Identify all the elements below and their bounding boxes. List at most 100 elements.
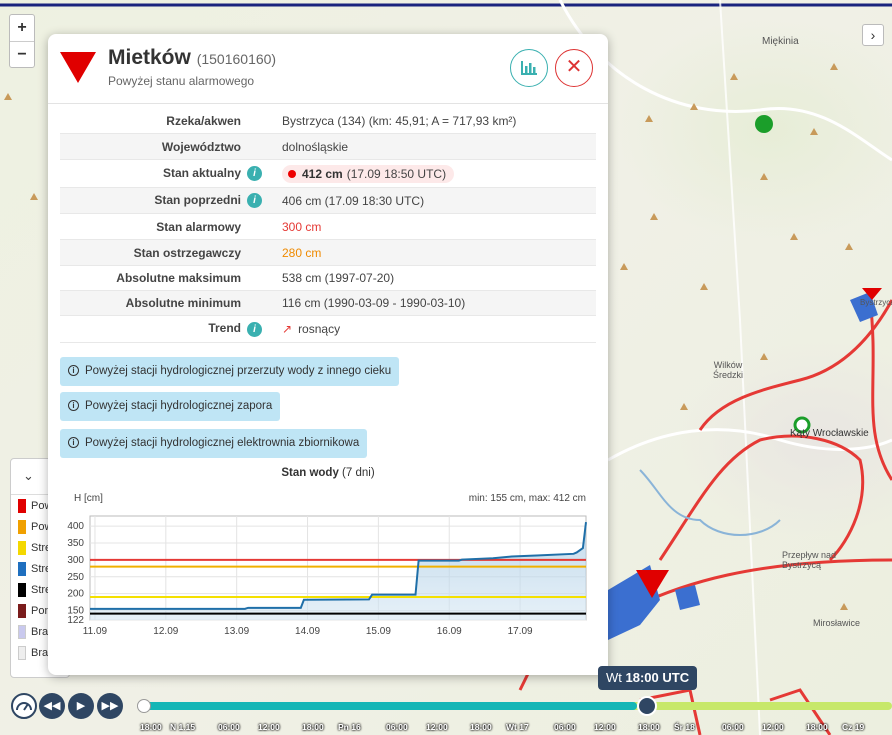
- zoom-in-button[interactable]: +: [17, 19, 27, 36]
- tooltip-time: 18:00 UTC: [625, 670, 690, 685]
- info-row: Absolutne maksimum 538 cm (1997-07-20): [60, 266, 596, 291]
- info-value-text: Bystrzyca (134) (km: 45,91; A = 717,93 k…: [282, 113, 517, 128]
- info-row: Absolutne minimum 116 cm (1990-03-09 - 19…: [60, 291, 596, 316]
- legend-label: Pow: [31, 520, 53, 533]
- speed-gauge-icon[interactable]: [11, 693, 37, 719]
- legend-swatch: [18, 624, 26, 639]
- notice-transfer: i Powyżej stacji hydrologicznej przerzuty…: [60, 357, 400, 386]
- info-row: Województwo dolnośląskie: [60, 134, 596, 160]
- info-row-key: Stan ostrzegawczy: [60, 246, 270, 260]
- legend-swatch: [18, 519, 26, 534]
- station-panel: Mietków (150160160) Powyżej stanu alarmo…: [48, 34, 608, 675]
- info-key-label: Stan aktualny: [162, 165, 241, 180]
- timeline-knob[interactable]: [637, 696, 657, 716]
- legend-item[interactable]: Pow: [11, 516, 69, 537]
- notice-text: Powyżej stacji hydrologicznej zapora: [85, 400, 273, 412]
- legend-item[interactable]: Poni: [11, 600, 69, 621]
- info-row-key: Rzeka/akwen: [60, 114, 270, 128]
- info-row-value: Bystrzyca (134) (km: 45,91; A = 717,93 k…: [270, 114, 596, 128]
- chart-x-tick-label: 11.09: [83, 626, 108, 637]
- chart-title-period: (7 dni): [342, 467, 375, 479]
- notice-dam: i Powyżej stacji hydrologicznej zapora: [60, 392, 281, 421]
- legend-item[interactable]: Stre: [11, 537, 69, 558]
- chart-title: Stan wody (7 dni): [48, 467, 608, 479]
- timeline-tick-label: 12:00: [594, 722, 616, 732]
- legend-label: Stre: [31, 583, 52, 596]
- legend-toggle[interactable]: ⌄: [11, 459, 69, 495]
- chart-y-unit: H [cm]: [74, 493, 103, 504]
- info-row: Stan poprzedni i 406 cm (17.09 18:30 UTC): [60, 188, 596, 214]
- legend-swatch: [18, 561, 26, 576]
- current-level-pill: 412 cm (17.09 18:50 UTC): [282, 164, 455, 183]
- legend-swatch: [18, 582, 26, 597]
- timeline-tick-label: 12:00: [258, 722, 280, 732]
- rewind-icon[interactable]: ◀◀: [39, 693, 65, 719]
- info-value-text: 116 cm (1990-03-09 - 1990-03-10): [282, 296, 466, 310]
- chart-x-tick-label: 16.09: [437, 626, 462, 637]
- zoom-control: + −: [9, 14, 35, 68]
- legend-item[interactable]: Pow: [11, 495, 69, 516]
- info-value-text: rosnący: [298, 322, 341, 336]
- panel-header: Mietków (150160160) Powyżej stanu alarmo…: [48, 34, 608, 104]
- timeline-tick-label: 18:00: [470, 722, 492, 732]
- timeline-tick-label: 18:00: [638, 722, 660, 732]
- info-row-value: 412 cm (17.09 18:50 UTC): [270, 164, 596, 183]
- collapse-panel-button[interactable]: ›: [862, 24, 884, 46]
- legend-label: Poni: [31, 604, 54, 617]
- info-row-key: Trend i: [60, 321, 270, 337]
- chart-x-tick-label: 15.09: [366, 626, 391, 637]
- chart-title-main: Stan wody: [281, 467, 339, 479]
- trend-up-icon: ↗: [282, 322, 293, 336]
- info-value-text: 406 cm (17.09 18:30 UTC): [282, 193, 425, 208]
- legend-item[interactable]: Bra: [11, 621, 69, 642]
- timeline-start-handle[interactable]: [137, 699, 151, 713]
- zoom-out-button[interactable]: −: [10, 41, 34, 67]
- chart-y-tick-label: 250: [67, 572, 84, 583]
- timeline-tooltip: Wt 18:00 UTC: [598, 666, 698, 690]
- info-circle-icon: i: [68, 365, 79, 377]
- alarm-triangle-icon: [60, 52, 96, 83]
- chart-series-area: [90, 522, 586, 620]
- legend-swatch: [18, 645, 26, 660]
- info-value-text: dolnośląskie: [282, 139, 349, 154]
- timeline-tick-label: Cz 19: [842, 722, 865, 732]
- info-icon[interactable]: i: [247, 166, 262, 182]
- timeline-tick-label: 06:00: [554, 722, 576, 732]
- chart-x-tick-label: 13.09: [224, 626, 249, 637]
- fast-forward-icon[interactable]: ▶▶: [97, 693, 123, 719]
- close-button[interactable]: ✕: [555, 49, 593, 87]
- alarm-dot-icon: [288, 170, 296, 179]
- timeline-tick-label: 06:00: [386, 722, 408, 732]
- info-key-label: Stan alarmowy: [156, 219, 241, 234]
- legend-item[interactable]: Stre: [11, 558, 69, 579]
- timeline-tick-label: 06:00: [218, 722, 240, 732]
- chart-x-tick-label: 17.09: [508, 626, 533, 637]
- tooltip-day: Wt: [606, 670, 622, 685]
- info-row-key: Stan aktualny i: [60, 165, 270, 182]
- chart-button[interactable]: [510, 49, 548, 87]
- info-key-label: Trend: [208, 321, 241, 336]
- legend-item[interactable]: Bra: [11, 642, 69, 663]
- chart-minmax: min: 155 cm, max: 412 cm: [468, 493, 586, 504]
- timeline-progress: [143, 702, 637, 710]
- legend-item[interactable]: Stre: [11, 579, 69, 600]
- legend-label: Bra: [31, 625, 49, 638]
- station-code: (150160160): [196, 51, 277, 67]
- map-label-bystrzyca: Bystrzyca: [860, 298, 892, 307]
- info-icon[interactable]: i: [247, 321, 262, 337]
- info-key-label: Absolutne minimum: [125, 296, 241, 310]
- notice-text: Powyżej stacji hydrologicznej elektrowni…: [85, 437, 360, 449]
- chart-y-tick-label: 122: [67, 615, 84, 626]
- info-key-label: Województwo: [161, 139, 241, 154]
- bar-chart-icon: [521, 61, 537, 75]
- notice-text: Powyżej stacji hydrologicznej przerzuty …: [85, 365, 392, 377]
- timeline-tick-label: Śr 18: [674, 722, 695, 732]
- current-level-value: 412 cm: [302, 166, 343, 181]
- info-circle-icon: i: [68, 437, 79, 449]
- legend-swatch: [18, 603, 26, 618]
- info-row-value: 538 cm (1997-07-20): [270, 271, 596, 285]
- chart-series-line: [90, 521, 587, 610]
- info-icon[interactable]: i: [247, 193, 262, 209]
- play-icon[interactable]: ▶: [68, 693, 94, 719]
